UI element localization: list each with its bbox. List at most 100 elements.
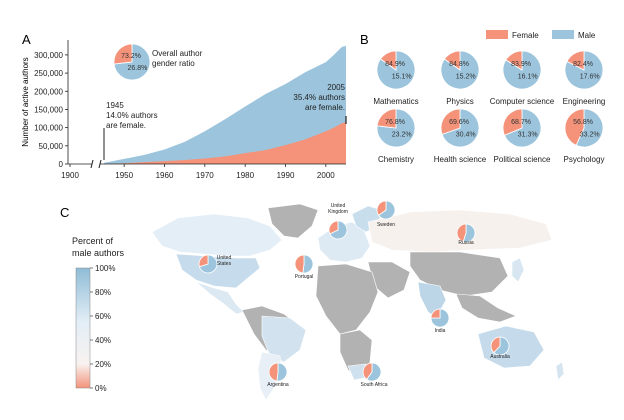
panel-label-a: A	[22, 32, 31, 47]
axes: 0 50,000 100,000 150,000 200,000 250,000 300,0…	[34, 40, 346, 180]
field-health-science-male-slice	[441, 108, 480, 148]
legend-label-female: Female	[512, 31, 539, 40]
field-mathematics-pie: 84.9% 15.1%	[376, 50, 416, 90]
field-chemistry-female-slice	[376, 108, 397, 129]
country-united-kingdom-pie	[328, 220, 348, 240]
field-psychology-male-label: 56.8%	[573, 119, 593, 126]
country-portugal-female-slice	[294, 254, 305, 274]
field-health-science-pie: 69.6% 30.4%	[440, 108, 480, 148]
overall-female-slice	[113, 43, 133, 65]
country-portugal-pie	[294, 254, 314, 274]
overall-female-label: 26.8%	[127, 65, 147, 72]
field-chemistry-male-label: 76.8%	[385, 119, 405, 126]
land-southeast-asia	[455, 293, 517, 323]
land-africa-north	[315, 263, 379, 335]
legend-swatch-female	[486, 30, 508, 39]
y-tick-label: 50,000	[39, 142, 64, 151]
field-health-science-male-label: 69.6%	[449, 119, 469, 126]
land-brazil	[261, 315, 307, 363]
x-tick-label: 1990	[277, 171, 295, 180]
overall-pie: 73.2% 26.8%	[113, 43, 151, 81]
field-health-science-female-label: 30.4%	[456, 132, 476, 139]
annotation-1945-text: 1945	[106, 101, 124, 110]
field-physics-female-label: 15.2%	[456, 74, 476, 81]
country-united-states-female-slice	[198, 254, 209, 268]
panel-a: A Number of active authors 0 50,000 100,00…	[21, 32, 347, 180]
country-argentina-female-slice	[268, 362, 279, 382]
country-australia-pie	[490, 336, 510, 356]
country-australia-label: Australia	[490, 354, 510, 360]
world-map	[151, 203, 565, 401]
overall-pie-caption: gender ratio	[152, 59, 195, 68]
country-united-kingdom-female-slice	[328, 220, 339, 235]
field-physics-female-slice	[443, 50, 461, 71]
country-south-africa-label: South Africa	[361, 382, 388, 388]
country-argentina-pie	[268, 362, 288, 382]
land-south-africa	[347, 363, 367, 381]
panel-label-b: B	[360, 32, 369, 47]
country-australia-male-slice	[493, 336, 510, 356]
country-sweden-label: Sweden	[377, 222, 395, 228]
country-india-female-slice	[430, 308, 441, 319]
axis-break-mark	[98, 159, 102, 169]
y-tick-label: 0	[59, 160, 64, 169]
field-psychology-label: Psychology	[564, 155, 605, 164]
country-united-states-label: United	[217, 255, 232, 261]
field-physics-label: Physics	[446, 97, 474, 106]
colorbar: Percent of male authors 100% 80% 60% 40% 20% 0%	[72, 236, 125, 393]
field-physics-male-label: 84.8%	[449, 61, 469, 68]
field-mathematics-female-label: 15.1%	[392, 74, 412, 81]
country-united-states-pie	[198, 254, 218, 274]
field-chemistry-pie: 76.8% 23.2%	[376, 108, 416, 148]
country-russia-label: Russia	[458, 240, 474, 246]
male-area	[104, 45, 346, 165]
y-tick-label: 150,000	[34, 105, 63, 114]
land-canada	[151, 213, 283, 257]
x-tick-label: 1900	[61, 171, 79, 180]
country-pies: UnitedStatesUnitedKingdomSwedenRussiaPor…	[198, 200, 510, 388]
annotation-1945-text: are female.	[106, 121, 146, 130]
field-pies: 84.9% 15.1% Mathematics 84.8% 15.2% Physics 83…	[373, 50, 605, 164]
country-portugal-male-slice	[302, 254, 314, 274]
country-south-africa-female-slice	[362, 362, 373, 380]
country-argentina-male-slice	[276, 362, 288, 382]
country-portugal-label: Portugal	[295, 274, 314, 280]
field-physics-male-slice	[440, 50, 480, 90]
land-united-states	[175, 253, 261, 289]
x-tick-label: 1950	[115, 171, 133, 180]
field-chemistry-label: Chemistry	[378, 155, 414, 164]
land-japan	[511, 257, 525, 283]
field-engineering-female-slice	[566, 50, 585, 71]
country-south-africa-male-slice	[366, 362, 382, 382]
field-political-science-label: Political science	[494, 155, 551, 164]
country-south-africa-pie	[362, 362, 382, 382]
land-australia	[477, 325, 545, 369]
colorbar-tick-label: 0%	[95, 384, 107, 393]
x-tick-label: 1970	[196, 171, 214, 180]
field-political-science-pie: 68.7% 31.3%	[502, 108, 542, 148]
colorbar-tick-label: 100%	[95, 264, 115, 273]
field-engineering-female-label: 17.6%	[580, 74, 600, 81]
y-tick-label: 100,000	[34, 124, 63, 133]
country-australia-female-slice	[490, 336, 501, 354]
annotation-2005-text: are female.	[305, 103, 345, 112]
overall-pie-caption: Overall author	[152, 49, 203, 58]
country-russia-pie	[456, 223, 476, 243]
field-health-science-label: Health science	[434, 155, 487, 164]
field-political-science-female-slice	[502, 108, 523, 136]
field-computer-science-male-label: 83.9%	[511, 61, 531, 68]
field-computer-science-female-label: 16.1%	[518, 74, 538, 81]
field-political-science-male-label: 68.7%	[511, 119, 531, 126]
female-area	[104, 122, 346, 164]
field-psychology-female-label: 33.2%	[580, 132, 600, 139]
field-health-science-female-slice	[440, 108, 461, 135]
country-sweden-pie	[376, 200, 396, 220]
land-greenland	[267, 203, 319, 239]
field-engineering-pie: 82.4% 17.6%	[564, 50, 604, 90]
country-sweden-male-slice	[378, 200, 396, 220]
field-mathematics-male-label: 84.9%	[385, 61, 405, 68]
panel-c: C	[60, 200, 565, 401]
land-new-zealand	[555, 361, 565, 381]
y-tick-label: 200,000	[34, 87, 63, 96]
